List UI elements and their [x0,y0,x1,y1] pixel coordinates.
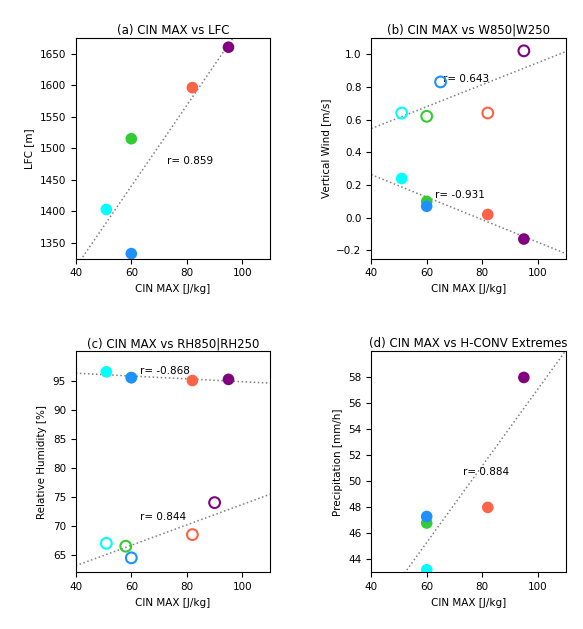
Point [519,372,529,382]
Point [224,374,233,384]
Point [101,204,111,214]
Point [483,108,493,118]
Text: r= 0.859: r= 0.859 [167,156,213,166]
Text: r= 0.844: r= 0.844 [140,512,186,522]
Point [519,234,529,244]
Title: (b) CIN MAX vs W850|W250: (b) CIN MAX vs W850|W250 [387,23,550,36]
Point [127,134,136,144]
Y-axis label: Relative Humidity [%]: Relative Humidity [%] [37,405,47,519]
Y-axis label: LFC [m]: LFC [m] [24,128,34,169]
Point [483,209,493,220]
X-axis label: CIN MAX [J/kg]: CIN MAX [J/kg] [431,598,506,608]
Y-axis label: Precipitation [mm/h]: Precipitation [mm/h] [333,408,343,516]
Title: (c) CIN MAX vs RH850|RH250: (c) CIN MAX vs RH850|RH250 [87,337,259,350]
Text: r= 0.643: r= 0.643 [443,74,490,84]
Point [188,376,197,386]
Point [422,196,431,206]
Point [127,372,136,382]
Point [483,503,493,513]
Point [422,201,431,211]
X-axis label: CIN MAX [J/kg]: CIN MAX [J/kg] [135,598,210,608]
Point [121,541,131,551]
Point [101,538,111,548]
Y-axis label: Vertical Wind [m/s]: Vertical Wind [m/s] [321,99,331,198]
Point [519,46,529,56]
Point [397,174,406,184]
Point [397,108,406,118]
Point [422,518,431,528]
X-axis label: CIN MAX [J/kg]: CIN MAX [J/kg] [135,284,210,294]
Point [422,111,431,121]
Point [101,367,111,377]
Point [127,248,136,259]
Point [127,372,136,382]
Point [188,82,197,92]
Title: (d) CIN MAX vs H-CONV Extremes: (d) CIN MAX vs H-CONV Extremes [369,337,568,350]
Point [422,511,431,521]
Text: r= -0.868: r= -0.868 [140,365,189,376]
Point [422,565,431,575]
Point [127,553,136,563]
Text: r= 0.884: r= 0.884 [463,467,509,477]
Point [188,530,197,540]
Title: (a) CIN MAX vs LFC: (a) CIN MAX vs LFC [117,23,229,36]
Text: r= -0.931: r= -0.931 [435,190,485,200]
X-axis label: CIN MAX [J/kg]: CIN MAX [J/kg] [431,284,506,294]
Point [210,498,219,508]
Point [224,42,233,52]
Point [436,77,445,87]
